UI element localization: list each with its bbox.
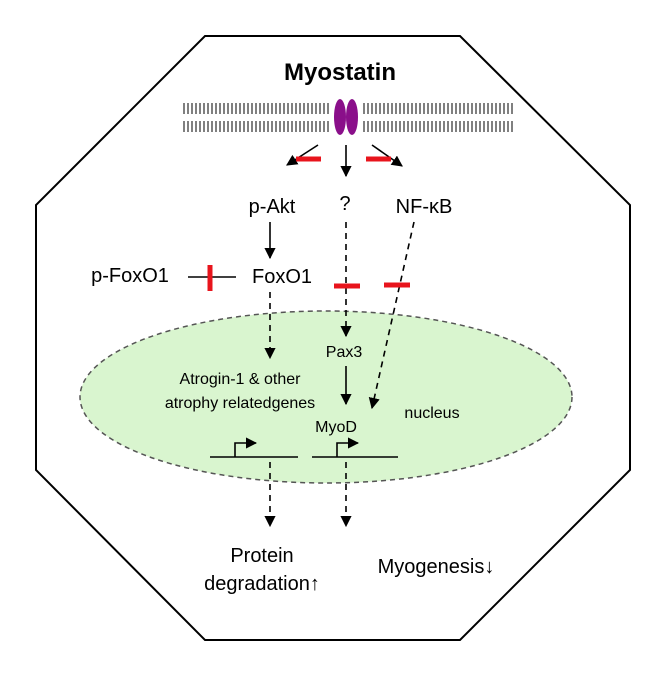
myod-label: MyoD <box>315 419 357 436</box>
arrow-receptor-to-nf-kb <box>371 144 403 167</box>
p-akt-label: p-Akt <box>249 196 296 218</box>
atrogin-label-line2: atrophy relatedgenes <box>165 395 315 412</box>
unknown-mediator-label: ? <box>339 193 350 215</box>
myogenesis-label: Myogenesis↓ <box>378 556 495 578</box>
atrogin-label-line1: Atrogin-1 & other <box>180 371 302 388</box>
protein-degradation-label: degradation↑ <box>204 573 320 595</box>
foxo1-label: FoxO1 <box>252 266 312 288</box>
nucleus-ellipse <box>79 310 573 484</box>
p-foxo1-label: p-FoxO1 <box>91 265 169 287</box>
myostatin-label: Myostatin <box>284 59 396 86</box>
myostatin-receptor <box>334 99 358 135</box>
atrophy-gene-promoter <box>210 437 298 458</box>
pax3-label: Pax3 <box>326 344 363 361</box>
nucleus-label: nucleus <box>404 405 459 422</box>
nf-kb-label: NF-κB <box>396 196 453 218</box>
arrow-receptor-to-p-akt <box>286 144 319 166</box>
dashed-arrow-nf-kb-to-myod <box>368 221 415 410</box>
cell-membrane <box>183 103 513 132</box>
protein-label-line1: Protein <box>230 545 293 567</box>
myod-gene-promoter <box>312 437 398 458</box>
